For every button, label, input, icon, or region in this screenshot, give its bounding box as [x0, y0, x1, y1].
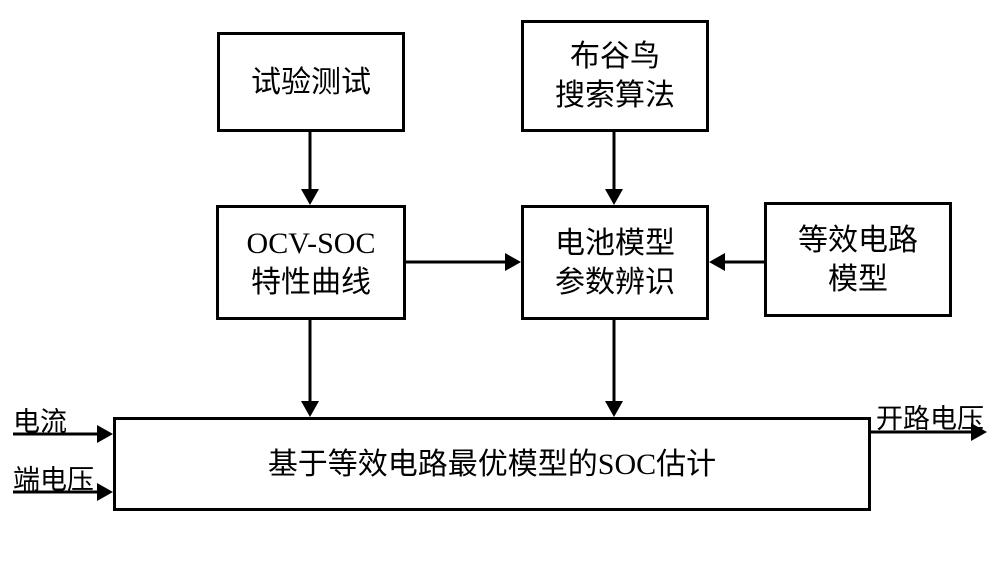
node-label: 等效电路 模型 — [798, 221, 918, 299]
node-soc-estimation: 基于等效电路最优模型的SOC估计 — [113, 417, 871, 511]
node-label: 试验测试 — [251, 63, 371, 102]
node-ocv-soc-curve: OCV-SOC 特性曲线 — [216, 205, 406, 320]
node-label: 布谷鸟 搜索算法 — [555, 37, 675, 115]
node-label: 电池模型 参数辨识 — [555, 224, 675, 302]
input-label-current: 电流 — [13, 400, 67, 439]
flowchart-canvas: 试验测试 布谷鸟 搜索算法 OCV-SOC 特性曲线 电池模型 参数辨识 等效电… — [0, 0, 1000, 566]
label-text: 端电压 — [13, 465, 94, 495]
node-label: 基于等效电路最优模型的SOC估计 — [268, 445, 716, 484]
label-text: 开路电压 — [876, 404, 984, 434]
output-label-open-circuit-voltage: 开路电压 — [876, 397, 984, 436]
node-equivalent-circuit-model: 等效电路 模型 — [764, 202, 952, 317]
node-cuckoo-search: 布谷鸟 搜索算法 — [521, 20, 709, 132]
node-experiment-test: 试验测试 — [217, 32, 405, 132]
label-text: 电流 — [13, 407, 67, 437]
node-label: OCV-SOC 特性曲线 — [247, 224, 376, 302]
input-label-terminal-voltage: 端电压 — [13, 458, 94, 497]
node-battery-param-ident: 电池模型 参数辨识 — [521, 205, 709, 320]
